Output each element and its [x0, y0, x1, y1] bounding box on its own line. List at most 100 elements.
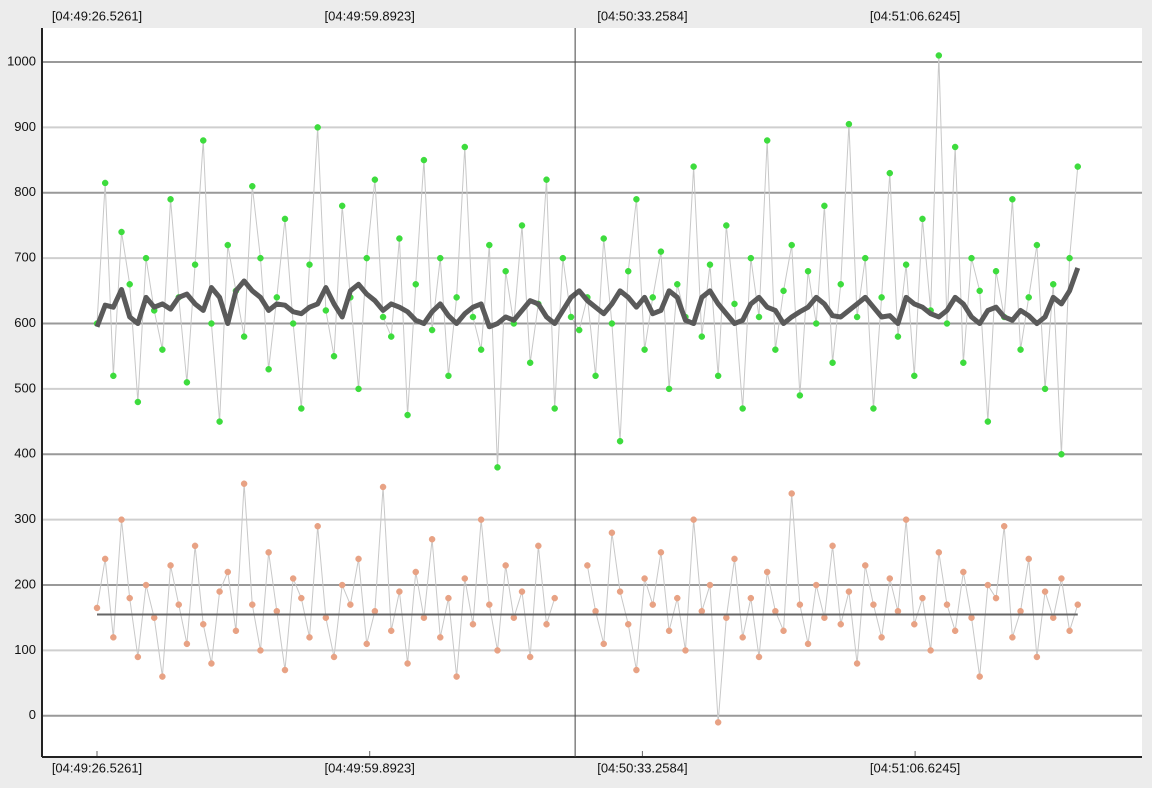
data-point — [110, 634, 117, 641]
data-point — [739, 405, 746, 412]
x-tick-label-bottom: [04:49:26.5261] — [52, 760, 142, 775]
data-point — [445, 372, 452, 380]
data-point — [249, 182, 256, 190]
data-point — [142, 581, 150, 589]
data-point — [616, 588, 624, 595]
data-point — [134, 653, 142, 661]
data-point — [665, 627, 673, 635]
data-point — [445, 594, 452, 602]
data-point — [927, 647, 934, 654]
data-point — [518, 588, 526, 595]
data-point — [747, 594, 755, 602]
data-point — [624, 621, 632, 628]
data-point — [731, 300, 738, 308]
data-point — [396, 588, 403, 595]
data-point — [600, 235, 607, 242]
data-point — [1017, 607, 1024, 615]
data-point — [567, 313, 575, 321]
data-point — [387, 627, 395, 635]
data-point — [404, 660, 411, 667]
data-point — [911, 372, 918, 380]
data-point — [551, 594, 558, 602]
data-point — [338, 581, 346, 589]
data-point — [477, 346, 485, 353]
data-point — [281, 666, 289, 674]
data-point — [216, 588, 223, 595]
data-point — [298, 594, 305, 602]
data-point — [714, 719, 722, 726]
y-tick-label: 400 — [14, 446, 36, 461]
data-point — [412, 568, 419, 576]
data-point — [355, 555, 362, 563]
data-point — [902, 516, 910, 523]
data-point — [437, 254, 444, 262]
data-point — [682, 647, 689, 654]
data-point — [510, 614, 518, 621]
data-point — [976, 673, 983, 680]
data-point — [674, 594, 681, 602]
data-point — [379, 483, 387, 491]
data-point — [862, 254, 869, 262]
data-point — [347, 601, 354, 608]
data-point — [469, 621, 477, 628]
data-point — [894, 607, 902, 615]
data-point — [698, 607, 706, 615]
data-point — [992, 594, 1000, 602]
data-point — [1049, 281, 1057, 288]
data-point — [461, 575, 469, 582]
data-point — [723, 614, 730, 621]
data-point — [167, 196, 174, 203]
data-point — [951, 143, 959, 151]
data-point — [1041, 588, 1049, 595]
data-point — [665, 385, 673, 393]
y-tick-label: 900 — [14, 119, 36, 134]
data-point — [265, 366, 272, 373]
data-point — [306, 634, 313, 641]
data-point — [559, 254, 567, 262]
data-point — [306, 261, 313, 268]
data-point — [420, 156, 428, 164]
y-tick-label: 800 — [14, 184, 36, 199]
data-point — [1058, 451, 1065, 458]
data-point — [812, 581, 820, 589]
data-point — [240, 333, 248, 340]
data-point — [298, 405, 305, 412]
data-point — [249, 601, 256, 608]
data-point — [796, 601, 804, 608]
data-point — [690, 163, 697, 170]
data-point — [379, 313, 387, 321]
data-point — [224, 241, 232, 249]
data-point — [191, 542, 199, 550]
data-point — [428, 536, 436, 543]
data-point — [200, 137, 207, 144]
data-point — [314, 522, 321, 530]
data-point — [412, 281, 419, 288]
data-point — [984, 581, 992, 589]
data-point — [878, 294, 885, 301]
data-point — [772, 607, 779, 615]
data-point — [968, 614, 975, 621]
data-point — [387, 333, 395, 340]
data-point — [894, 333, 902, 340]
data-point — [862, 562, 869, 569]
x-tick-label-top: [04:50:33.2584] — [597, 8, 687, 23]
data-point — [706, 261, 714, 268]
plot-area — [42, 28, 1142, 757]
data-point — [526, 359, 534, 367]
x-tick-label-top: [04:49:26.5261] — [52, 8, 142, 23]
x-tick-label-top: [04:51:06.6245] — [870, 8, 960, 23]
data-point — [584, 562, 591, 569]
data-point — [118, 516, 125, 523]
data-point — [1066, 627, 1073, 635]
data-point — [101, 555, 109, 563]
y-tick-label: 1000 — [7, 53, 36, 68]
data-point — [191, 261, 199, 268]
data-point — [592, 607, 599, 615]
data-point — [150, 614, 158, 621]
data-point — [159, 673, 166, 680]
y-tick-label: 600 — [14, 315, 36, 330]
data-point — [960, 359, 967, 367]
data-point — [1009, 196, 1016, 203]
x-tick-label-top: [04:49:59.8923] — [325, 8, 415, 23]
data-point — [731, 555, 738, 563]
